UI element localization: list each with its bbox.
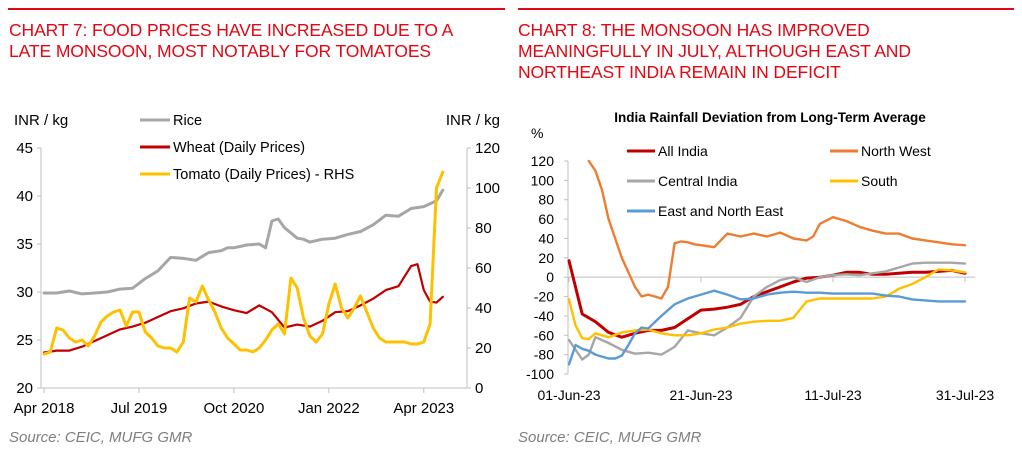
chart-7-title: CHART 7: FOOD PRICES HAVE INCREASED DUE … bbox=[9, 20, 453, 62]
legend-label-rice: Rice bbox=[173, 113, 202, 129]
left-y-tick-label: 25 bbox=[16, 332, 33, 349]
legend-label-central_india: Central India bbox=[658, 173, 738, 189]
legend-label-wheat: Wheat (Daily Prices) bbox=[173, 140, 305, 156]
series-line-east_north_east bbox=[567, 289, 967, 366]
right-title-rule bbox=[518, 8, 1014, 10]
series-line-wheat bbox=[42, 263, 444, 354]
legend-label-north_west: North West bbox=[861, 143, 931, 159]
left-axis-unit-label: INR / kg bbox=[14, 112, 68, 129]
left-y-tick-label: 45 bbox=[16, 140, 33, 157]
right-y-tick-label: 100 bbox=[475, 180, 500, 197]
chart-7-title-line-1: CHART 7: FOOD PRICES HAVE INCREASED DUE … bbox=[9, 20, 454, 40]
series-line-tomato bbox=[42, 170, 445, 356]
right-y-tick-label: 0 bbox=[475, 380, 483, 397]
legend-label-south: South bbox=[861, 173, 898, 189]
legend-label-east_north_east: East and North East bbox=[658, 203, 783, 219]
chart-8-title-line-3: NORTHEAST INDIA REMAIN IN DEFICIT bbox=[518, 62, 841, 82]
right-y-tick-label: 80 bbox=[475, 220, 492, 237]
right-axis-unit-label: INR / kg bbox=[446, 112, 500, 129]
left-y-tick-label: 35 bbox=[16, 236, 33, 253]
left-y-tick-label: 30 bbox=[16, 284, 33, 301]
x-tick-label: 21-Jun-23 bbox=[669, 387, 732, 403]
chart-7-title-line-2: LATE MONSOON, MOST NOTABLY FOR TOMATOES bbox=[9, 41, 432, 61]
right-y-tick-label: 60 bbox=[475, 260, 492, 277]
y-tick-label: 100 bbox=[531, 172, 555, 188]
y-tick-label: 20 bbox=[538, 250, 554, 266]
right-y-tick-label: 40 bbox=[475, 300, 492, 317]
chart-8-title-line-1: CHART 8: THE MONSOON HAS IMPROVED bbox=[518, 20, 870, 40]
series-line-north_west bbox=[587, 159, 967, 300]
chart-8-source: Source: CEIC, MUFG GMR bbox=[518, 429, 702, 446]
legend-label-tomato: Tomato (Daily Prices) - RHS bbox=[173, 167, 354, 183]
left-y-tick-label: 20 bbox=[16, 380, 33, 397]
legend-label-all_india: All India bbox=[658, 143, 708, 159]
x-tick-label: Jul 2019 bbox=[111, 400, 168, 417]
right-y-tick-label: 120 bbox=[475, 140, 500, 157]
x-tick-label: 11-Jul-23 bbox=[804, 387, 862, 403]
y-tick-label: -40 bbox=[534, 308, 554, 324]
series-line-rice bbox=[42, 188, 445, 296]
y-tick-label: 80 bbox=[538, 192, 554, 208]
chart-8-plot-title: India Rainfall Deviation from Long-Term … bbox=[614, 110, 926, 125]
chart-7-source: Source: CEIC, MUFG GMR bbox=[9, 429, 193, 446]
x-tick-label: 31-Jul-23 bbox=[936, 387, 995, 403]
left-title-rule bbox=[8, 8, 505, 10]
left-y-tick-label: 40 bbox=[16, 188, 33, 205]
y-tick-label: -60 bbox=[534, 327, 554, 343]
chart-8-title-line-2: MEANINGFULLY IN JULY, ALTHOUGH EAST AND bbox=[518, 41, 911, 61]
x-tick-label: Jan 2022 bbox=[298, 400, 360, 417]
right-y-tick-label: 20 bbox=[475, 340, 492, 357]
x-tick-label: 01-Jun-23 bbox=[537, 387, 600, 403]
y-tick-label: -20 bbox=[534, 289, 554, 305]
y-tick-label: -100 bbox=[526, 366, 554, 382]
series-line-south bbox=[567, 268, 967, 341]
y-axis-unit-label: % bbox=[531, 125, 543, 141]
y-tick-label: 0 bbox=[546, 269, 554, 285]
chart-8-title: CHART 8: THE MONSOON HAS IMPROVED MEANIN… bbox=[518, 20, 911, 83]
y-tick-label: 60 bbox=[538, 211, 554, 227]
y-tick-label: 40 bbox=[538, 230, 554, 246]
x-tick-label: Apr 2018 bbox=[14, 400, 75, 417]
y-tick-label: 120 bbox=[531, 153, 555, 169]
x-tick-label: Oct 2020 bbox=[203, 400, 264, 417]
y-tick-label: -80 bbox=[534, 347, 554, 363]
x-tick-label: Apr 2023 bbox=[393, 400, 454, 417]
